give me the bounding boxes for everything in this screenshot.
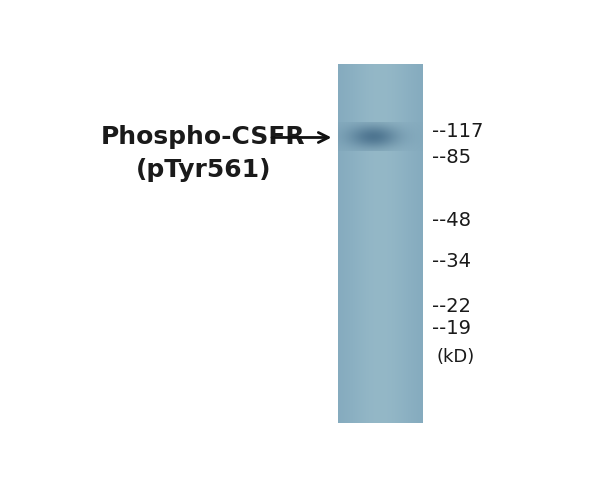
Text: --117: --117 (432, 121, 483, 140)
Text: --48: --48 (432, 211, 471, 230)
Text: Phospho-CSFR: Phospho-CSFR (101, 124, 306, 148)
Text: --85: --85 (432, 147, 471, 166)
Text: --19: --19 (432, 319, 471, 338)
Text: --22: --22 (432, 296, 471, 316)
Text: (kD): (kD) (437, 347, 475, 365)
Text: --34: --34 (432, 252, 471, 271)
Text: (pTyr561): (pTyr561) (136, 158, 271, 182)
